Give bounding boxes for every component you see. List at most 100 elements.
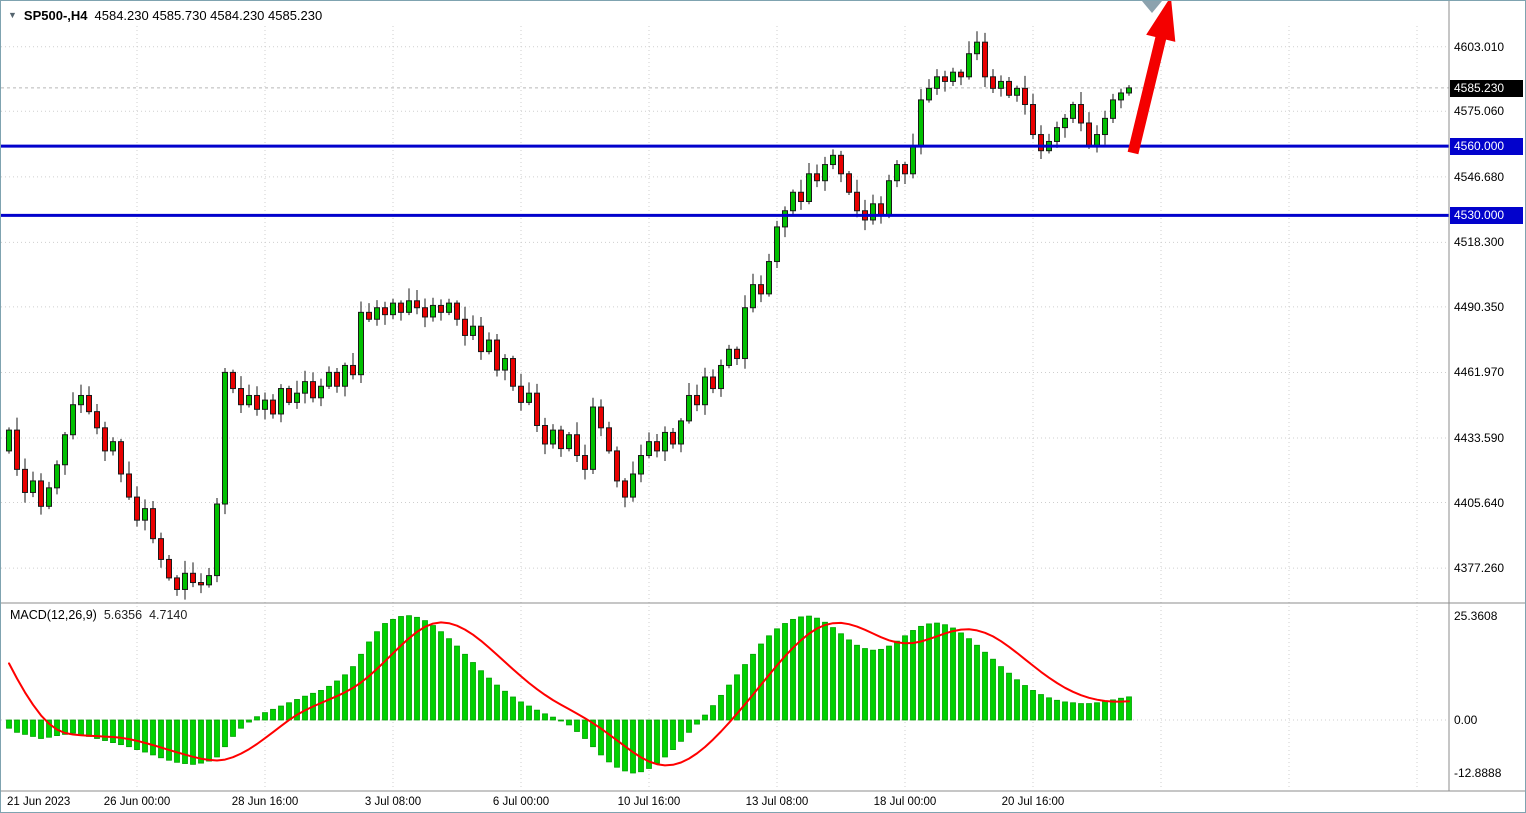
macd-histogram-bar <box>126 719 132 748</box>
macd-histogram-bar <box>286 702 292 721</box>
macd-histogram-bar <box>1126 696 1132 721</box>
candle-body <box>590 406 596 470</box>
macd-histogram-bar <box>846 639 852 721</box>
candle-body <box>198 582 204 586</box>
candle-body <box>1126 87 1132 94</box>
candle-body <box>934 76 940 89</box>
macd-histogram-bar <box>238 719 244 729</box>
macd-histogram-bar <box>1046 697 1052 721</box>
candle-body <box>486 339 492 353</box>
macd-histogram-bar <box>798 616 804 721</box>
macd-histogram-bar <box>462 653 468 721</box>
candle-body <box>598 406 604 429</box>
ohlc-values: 4584.230 4585.730 4584.230 4585.230 <box>94 8 323 23</box>
candle-body <box>94 411 100 429</box>
candle-body <box>870 203 876 221</box>
macd-histogram-bar <box>430 625 436 721</box>
macd-histogram-bar <box>478 670 484 721</box>
macd-histogram-bar <box>550 716 556 721</box>
candle-body <box>710 376 716 390</box>
candle-body <box>150 508 156 540</box>
candle-body <box>646 441 652 457</box>
macd-indicator-label: MACD(12,26,9) 5.6356 4.7140 <box>10 608 187 622</box>
candle-body <box>302 381 308 394</box>
macd-histogram-bar <box>1030 690 1036 721</box>
candle-body <box>966 53 972 78</box>
candle-body <box>894 164 900 182</box>
macd-histogram-bar <box>30 719 36 737</box>
candle-body <box>878 203 884 216</box>
macd-histogram-bar <box>822 621 828 721</box>
macd-histogram-bar <box>654 719 660 764</box>
candle-body <box>782 210 788 228</box>
candle-body <box>678 420 684 445</box>
candle-body <box>534 392 540 426</box>
candle-body <box>1078 104 1084 124</box>
candle-body <box>62 434 68 466</box>
macd-histogram-bar <box>542 713 548 721</box>
macd-histogram-bar <box>998 666 1004 721</box>
macd-histogram-bar <box>678 719 684 742</box>
macd-histogram-bar <box>214 719 220 758</box>
macd-histogram-bar <box>446 638 452 721</box>
candle-body <box>158 538 164 560</box>
macd-histogram-bar <box>782 623 788 721</box>
macd-histogram-bar <box>1102 701 1108 721</box>
candle-body <box>654 441 660 452</box>
macd-histogram-bar <box>1038 694 1044 721</box>
macd-name: MACD(12,26,9) <box>10 608 97 622</box>
candle-body <box>438 304 444 313</box>
candle-body <box>78 394 84 406</box>
macd-histogram-bar <box>1070 702 1076 721</box>
macd-histogram-bar <box>662 719 668 758</box>
candle-body <box>342 364 348 387</box>
candle-body <box>1038 134 1044 152</box>
candle-body <box>790 191 796 212</box>
macd-histogram-bar <box>694 719 700 725</box>
macd-histogram-bar <box>910 630 916 721</box>
macd-histogram-bar <box>1062 701 1068 721</box>
symbol-ohlc-header: ▼ SP500-,H4 4584.230 4585.730 4584.230 4… <box>8 8 322 23</box>
candle-body <box>558 429 564 450</box>
macd-histogram-bar <box>150 719 156 756</box>
candle-body <box>38 480 44 507</box>
macd-histogram-bar <box>870 649 876 721</box>
macd-histogram-bar <box>494 684 500 721</box>
candle-body <box>630 473 636 498</box>
candle-body <box>518 385 524 403</box>
macd-histogram-bar <box>958 632 964 721</box>
candle-body <box>758 284 764 295</box>
macd-histogram-bar <box>398 616 404 721</box>
macd-histogram-bar <box>774 628 780 721</box>
candle-body <box>1070 104 1076 119</box>
macd-histogram-bar <box>902 635 908 721</box>
macd-histogram-bar <box>142 719 148 753</box>
chart-shift-marker-icon[interactable] <box>1142 1 1162 13</box>
macd-histogram-bar <box>374 631 380 721</box>
candle-body <box>638 455 644 475</box>
candle-body <box>886 180 892 216</box>
macd-histogram-bar <box>422 620 428 721</box>
trend-arrow[interactable] <box>1118 1 1185 157</box>
candle-body <box>670 431 676 445</box>
candle-body <box>262 399 268 410</box>
macd-histogram-bar <box>854 644 860 721</box>
candle-body <box>414 300 420 309</box>
macd-histogram-bar <box>926 623 932 721</box>
macd-histogram-bar <box>878 648 884 721</box>
macd-histogram-bar <box>1006 672 1012 721</box>
macd-histogram-bar <box>6 719 12 729</box>
candle-body <box>478 325 484 353</box>
candle-body <box>374 307 380 320</box>
candle-body <box>110 441 116 452</box>
macd-histogram-bar <box>886 645 892 721</box>
candle-body <box>694 394 700 406</box>
macd-histogram-bar <box>158 719 164 759</box>
macd-histogram-bar <box>22 719 28 735</box>
macd-histogram-bar <box>502 690 508 721</box>
candle-body <box>574 434 580 457</box>
candle-body <box>974 41 980 55</box>
macd-histogram-bar <box>470 662 476 721</box>
